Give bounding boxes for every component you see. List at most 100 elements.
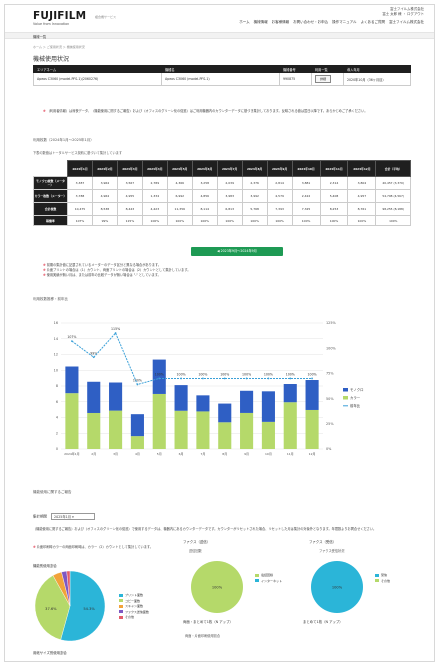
ratio-point [289, 377, 292, 380]
point-label: 100% [133, 378, 142, 382]
bar-mono [130, 414, 144, 437]
bar-mono [218, 403, 232, 423]
logout-link[interactable]: ログアウト [407, 12, 424, 16]
logo-wordmark: FUJIFILM [33, 10, 87, 22]
bar-color [152, 393, 166, 449]
stats-cell: 3,788 [67, 189, 93, 203]
stats-col: 2024年4月 [141, 160, 168, 177]
point-label: 115% [111, 327, 120, 331]
bar-color [196, 411, 210, 449]
legend-item: 受信 [375, 573, 390, 579]
nav-contact[interactable]: お問い合わせ・お申込 [293, 20, 329, 24]
nav-customer[interactable]: お客様情報 [271, 20, 290, 24]
note-text: 前期の集計値に記載されているメーターのデータ区分と異なる場合があります。 [46, 263, 162, 267]
stats-total: 100% [375, 215, 411, 226]
x-tick-label: 10月 [265, 452, 272, 456]
stats-col: 2024年1月 [67, 160, 93, 177]
bar-color [130, 436, 144, 449]
ratio-point [267, 377, 270, 380]
stats-row-label: モノクロ枚数（メーター） [33, 176, 68, 190]
chevron-down-icon: ▾ [72, 515, 74, 519]
stats-row-mono: モノクロ枚数（メーター） 3,387 3,964 3,567 2,789 4,3… [33, 176, 411, 190]
nav-manual[interactable]: 操作マニュアル [332, 20, 357, 24]
stats-row-color: カラー枚数（メーター） 3,788 4,964 4,955 1,334 6,99… [33, 189, 411, 203]
bar-color [240, 412, 254, 449]
nav-home[interactable]: ホーム [239, 20, 250, 24]
y2-tick-label: 50% [326, 397, 334, 401]
legend-swatch [343, 388, 348, 392]
nav-faq[interactable]: よくあるご質問 [360, 20, 386, 24]
stats-cell: 8,443 [116, 202, 143, 216]
breadcrumb[interactable]: ホーム ＞ ご使用状況 ＞ 機械使用状況 [33, 45, 85, 49]
stats-cell: 4,579 [266, 189, 293, 203]
period-label: 集計期間 [33, 514, 47, 519]
counter-note: （機能使用に関するご報告）および（オフィスのグリーン化の促進）で使用するデータは… [33, 527, 377, 531]
pie1-title: 機能別使用割合 [33, 564, 57, 568]
th-list: 利用一覧 [311, 65, 344, 73]
pie-slice [66, 571, 71, 607]
y-tick-label: 16 [54, 321, 58, 325]
fujifilm-logo[interactable]: FUJIFILM Value from Innovation [33, 11, 86, 26]
stats-col: 2024年5月 [166, 160, 193, 177]
stats-cell: 3,964 [91, 176, 118, 190]
bar-color [174, 410, 188, 449]
stats-cell: 100% [166, 215, 193, 226]
legend-label: スキャン面数 [125, 604, 144, 608]
legend-label: インターネット [261, 578, 283, 583]
page-title: 機械使用状況 [33, 56, 70, 63]
stats-cell: 100% [241, 215, 268, 226]
stats-cell: 100% [319, 215, 349, 226]
bar-color [283, 402, 297, 449]
y-tick-label: 0 [56, 447, 58, 451]
logo-tagline: Value from Innovation [33, 22, 70, 26]
ratio-point [223, 377, 226, 380]
y-tick-label: 10 [54, 368, 58, 372]
ratio-point [180, 377, 182, 380]
x-tick-label: 6月 [179, 452, 184, 456]
legend-item: 電話回線 [255, 573, 282, 579]
y2-tick-label: 75% [326, 372, 334, 376]
bar-mono [283, 384, 297, 403]
note-text: 使用実績が無い月は、または前年の比較データが無い場合は "-" としています。 [46, 273, 161, 278]
legend-item: ファクス送信面数 [119, 610, 149, 616]
nav-machine[interactable]: 機械情報 [253, 20, 268, 24]
stats-cell: 100% [266, 215, 293, 226]
stats-cell: 3,881 [291, 176, 321, 190]
stats-cell: 8,761 [347, 202, 377, 216]
period-select[interactable]: 2025年1月 ▾ [51, 513, 95, 520]
stats-cell: 8,253 [319, 202, 349, 216]
period-toggle-button[interactable]: ◀ 2023年9月～2024年9月 [191, 247, 283, 256]
bar-mono [261, 391, 275, 422]
note-item: ※ 使用実績が無い月は、または前年の比較データが無い場合は "-" としています… [43, 273, 161, 278]
device-row: Apeos C3060 (model-PFS-1)(2060276) Apeos… [33, 72, 411, 86]
legend-item: コピー面数 [119, 599, 149, 605]
y-tick-label: 8 [56, 384, 58, 388]
stats-cell: 2,039 [216, 176, 243, 190]
period-select-value: 2025年1月 [54, 515, 72, 519]
detail-button[interactable]: 詳細 [315, 75, 332, 83]
y-tick-label: 2 [56, 431, 58, 435]
pie-slice [311, 561, 363, 613]
nav-company[interactable]: 富士フイルム株式会社 [389, 20, 424, 24]
legend-label: 前年比 [350, 403, 361, 408]
bar-color [87, 412, 101, 449]
usage-combo-chart: 16 14 12 10 8 6 4 2 0 125% 100% 75% 50% 25% 0% 107% 2024… [54, 321, 364, 456]
stats-cell: 1,334 [141, 189, 168, 203]
stats-cell: 3,804 [347, 176, 377, 190]
x-tick-label: 4月 [135, 452, 140, 456]
stats-cell: 6,992 [166, 189, 193, 203]
stats-cell: 2,314 [319, 176, 349, 190]
pie-slice [191, 561, 243, 613]
device-serial: 990875 [279, 72, 312, 86]
ratio-point [158, 377, 161, 380]
function-pie-chart: 54.3% 37.6% [35, 571, 105, 641]
legend-label: プリント面数 [125, 593, 144, 597]
ratio-point [245, 377, 248, 380]
legend-label: 電話回線 [261, 573, 274, 577]
legend-label: コピー面数 [125, 598, 141, 603]
legend-label: その他 [381, 578, 391, 583]
stats-cell: 2,422 [291, 189, 321, 203]
stats-cell: 100% [216, 215, 243, 226]
stats-cell: 5,408 [319, 189, 349, 203]
legend-item: その他 [375, 579, 390, 585]
